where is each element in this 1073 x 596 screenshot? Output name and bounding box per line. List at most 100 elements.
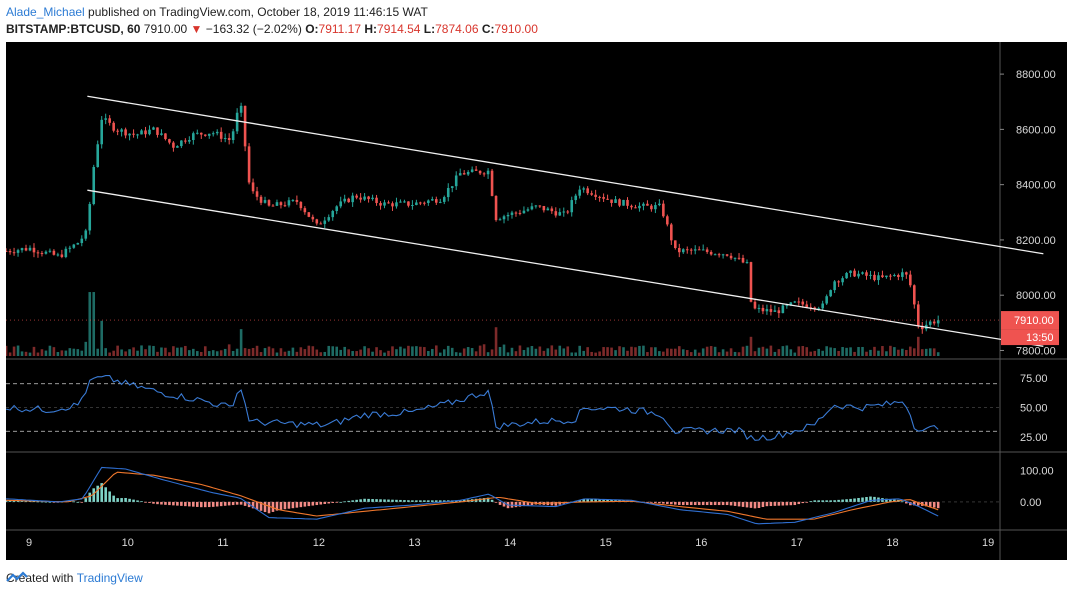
candle-body (797, 301, 801, 303)
macd-histogram-bar (128, 498, 131, 502)
candle-body (8, 251, 12, 253)
candle-body (40, 253, 44, 255)
volume-bar (335, 346, 339, 356)
close-value: 7910.00 (494, 22, 538, 36)
candle-body (367, 196, 370, 200)
macd-histogram-bar (156, 501, 159, 505)
volume-bar (100, 320, 103, 356)
volume-bar (319, 352, 323, 356)
macd-histogram-bar (24, 501, 28, 502)
tradingview-brand[interactable]: TradingView (76, 571, 143, 585)
macd-histogram-bar (311, 501, 315, 506)
candle-body (542, 205, 546, 211)
volume-bar (411, 346, 414, 356)
candle-body (845, 273, 848, 279)
candle-body (666, 216, 669, 225)
down-arrow-icon: ▼ (190, 22, 203, 36)
volume-bar (646, 352, 649, 356)
macd-histogram-bar (438, 500, 442, 502)
volume-bar (793, 352, 797, 356)
macd-histogram-bar (737, 501, 741, 507)
volume-bar (689, 352, 693, 356)
macd-histogram-bar (518, 501, 522, 507)
volume-bar (351, 351, 354, 356)
candle-body (793, 301, 797, 303)
macd-histogram-bar (901, 501, 904, 503)
volume-bar (869, 349, 872, 356)
candle-body (28, 247, 32, 251)
candle-body (785, 305, 789, 307)
macd-histogram-bar (28, 501, 32, 502)
volume-bar (20, 351, 24, 356)
volume-bar (32, 346, 36, 356)
macd-histogram-bar (458, 500, 462, 502)
candle-body (44, 251, 48, 254)
candle-body (869, 274, 872, 276)
chart-area[interactable]: 8800.00 8600.00 8400.00 8200.00 8000.00 7800.… (6, 42, 1067, 560)
volume-bar (80, 350, 84, 356)
volume-bar (809, 351, 813, 356)
candle-body (24, 248, 28, 251)
macd-histogram-bar (797, 501, 801, 505)
chart-canvas[interactable]: 8800.00 8600.00 8400.00 8200.00 8000.00 7800.… (6, 42, 1067, 560)
volume-bar (853, 351, 856, 356)
volume-bar (737, 352, 741, 356)
macd-histogram-bar (913, 501, 916, 506)
candle-body (817, 308, 820, 310)
macd-histogram-bar (263, 501, 267, 513)
volume-bar (215, 351, 219, 356)
candle-body (379, 203, 382, 206)
volume-bar (128, 349, 131, 356)
volume-bar (104, 348, 107, 356)
candle-body (319, 223, 323, 225)
candle-body (725, 254, 729, 256)
volume-bar (530, 346, 534, 356)
candle-body (450, 186, 454, 189)
volume-bar (889, 345, 892, 356)
volume-bar (311, 346, 315, 356)
candle-body (705, 249, 709, 252)
macd-histogram-bar (482, 498, 486, 502)
rsi-tick-label: 25.00 (1020, 432, 1048, 444)
volume-bar (88, 292, 92, 356)
candle-body (283, 205, 287, 207)
volume-bar (833, 348, 836, 356)
volume-bar (654, 347, 657, 356)
candle-body (371, 197, 374, 200)
macd-histogram-bar (152, 501, 155, 504)
macd-histogram-bar (865, 497, 868, 502)
volume-bar (419, 346, 422, 356)
volume-bar (462, 348, 466, 356)
volume-bar (498, 347, 502, 356)
volume-bar (446, 345, 450, 356)
candle-body (355, 195, 358, 198)
volume-bar (677, 346, 681, 356)
macd-histogram-bar (646, 501, 649, 503)
volume-bar (466, 347, 470, 356)
volume-bar (574, 352, 578, 356)
candle-body (729, 255, 733, 259)
candle-body (582, 188, 585, 190)
candle-body (586, 188, 589, 194)
volume-bar (566, 346, 570, 356)
candle-body (713, 254, 717, 256)
candle-body (598, 196, 601, 198)
candle-body (307, 212, 311, 217)
volume-bar (283, 351, 287, 356)
volume-bar (685, 350, 689, 356)
macd-histogram-bar (407, 500, 410, 502)
macd-histogram-bar (813, 500, 817, 502)
candle-body (805, 304, 809, 308)
volume-bar (96, 348, 100, 356)
volume-bar (438, 352, 442, 356)
candle-body (275, 202, 279, 206)
volume-bar (259, 352, 263, 356)
volume-bar (594, 352, 597, 356)
x-tick-label: 14 (504, 537, 516, 549)
macd-histogram-bar (662, 501, 665, 504)
author-link[interactable]: Alade_Michael (6, 5, 85, 19)
candle-body (446, 188, 450, 198)
volume-bar (172, 346, 175, 356)
candle-body (757, 307, 761, 309)
macd-histogram-bar (423, 500, 426, 502)
